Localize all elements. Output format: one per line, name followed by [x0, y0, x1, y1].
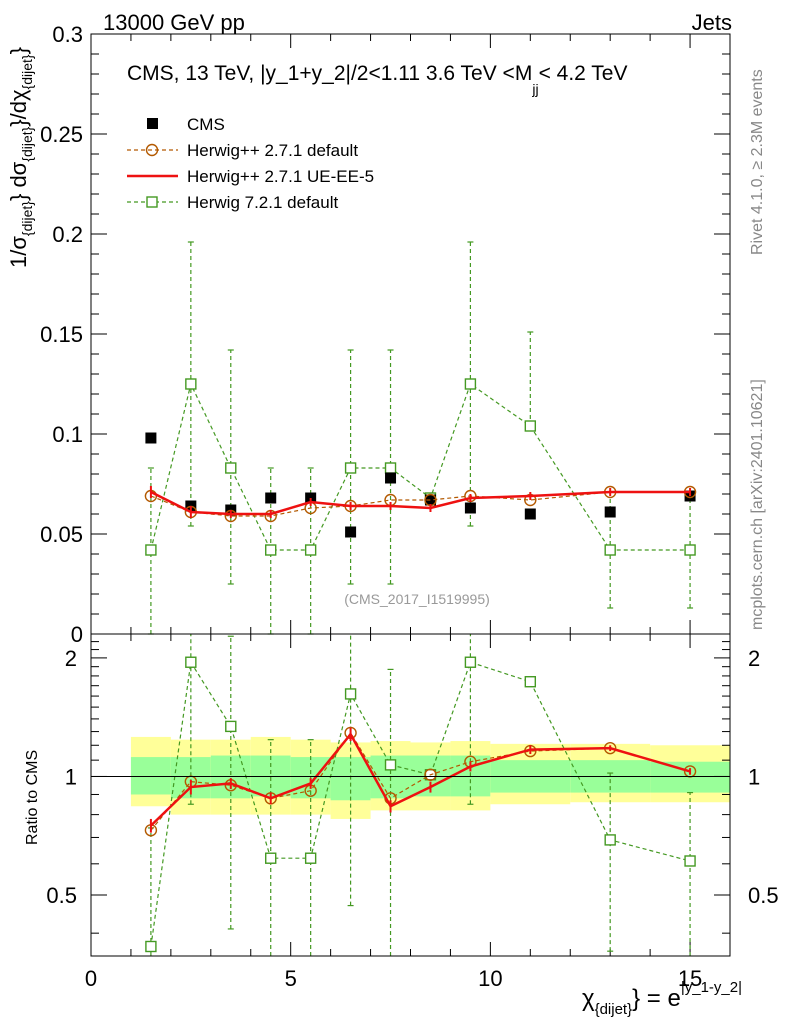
y-tick-label-4: 0.2: [52, 222, 83, 247]
legend-label-herwigpp-ueee5: Herwig++ 2.7.1 UE-EE-5: [187, 167, 374, 186]
y-tick-label-2: 0.1: [52, 422, 83, 447]
y-tick-label-1: 0.05: [40, 522, 83, 547]
ratio-tick-label-right-0: 0.5: [748, 883, 779, 908]
side-label-mcplots: mcplots.cern.ch [arXiv:2401.10621]: [749, 379, 766, 630]
ratio-tick-label-right-1: 1: [748, 764, 760, 789]
legend-label-herwigpp-default: Herwig++ 2.7.1 default: [187, 141, 358, 160]
ratio-axis-label: Ratio to CMS: [24, 750, 41, 845]
herwig7-ratio-line: [150, 660, 691, 947]
herwigpp-ueee5-ratio-line: [150, 732, 691, 827]
legend-marker-herwig7: [146, 196, 158, 208]
herwig7-ratio-marker-6: [384, 759, 397, 771]
cms-data-point-10: [604, 506, 616, 518]
legend-label-cms: CMS: [187, 115, 225, 134]
ratio-plot-frame: [90, 633, 731, 957]
y-tick-label-3: 0.15: [40, 322, 83, 347]
x-axis-label-eq: } = e: [632, 985, 681, 1012]
cms-data-point-7: [424, 494, 436, 506]
legend-entry-herwigpp-default: Herwig++ 2.7.1 default: [127, 141, 358, 160]
cms-data-point-8: [464, 502, 476, 514]
axes-ticks: 0 5 10 15 0 0.05 0.1 0.15 0.2 0.25 0.3 0.5 0.5 1 1 2 2: [40, 22, 778, 991]
data-series: [144, 241, 697, 635]
herwig7-main-marker-4: [304, 544, 317, 556]
cms-data-point-0: [145, 432, 157, 444]
band-green-0: [130, 757, 171, 795]
x-tick-label-3: 15: [678, 966, 702, 991]
cms-data-point-6: [385, 472, 397, 484]
herwig7-main-marker-8: [464, 378, 477, 390]
herwig7-ratio-marker-5: [344, 688, 357, 700]
y-axis-label-s2: {dijet}: [19, 126, 35, 161]
legend-label-herwig7: Herwig 7.2.1 default: [187, 193, 338, 212]
cms-data-point-5: [345, 526, 357, 538]
side-label-rivet: Rivet 4.1.0, ≥ 2.3M events: [749, 69, 766, 255]
herwig7-ratio-marker-3: [265, 852, 277, 864]
herwig7-main-marker-2: [225, 462, 237, 474]
y-axis-label-p2: } dσ: [6, 161, 31, 201]
x-axis-label-sub: {dijet}: [595, 1001, 633, 1018]
header-left: 13000 GeV pp: [103, 10, 245, 35]
herwig7-main-marker-0: [145, 544, 157, 556]
herwigpp-ueee5-main-line: [150, 490, 691, 516]
analysis-id: (CMS_2017_I1519995): [344, 591, 490, 607]
herwig7-ratio-marker-0: [145, 940, 157, 953]
chart-title: CMS, 13 TeV, |y_1+y_2|/2<1.11 3.6 TeV <M…: [127, 62, 628, 97]
herwig7-ratio-marker-2: [225, 720, 237, 733]
herwig7-main-marker-1: [185, 378, 197, 390]
x-tick-label-2: 10: [478, 966, 502, 991]
legend: CMS Herwig++ 2.7.1 default Herwig++ 2.7.…: [127, 115, 374, 212]
x-axis-label: χ{dijet}} = e|y_1-y_2|: [582, 979, 742, 1018]
y-axis-label: 1/σ{dijet}} dσ{dijet}}/dχ{dijet}}: [6, 47, 35, 268]
ratio-tick-label-2: 2: [65, 646, 77, 671]
header-right: Jets: [692, 10, 732, 35]
y-axis-label-p3: }/dχ: [6, 89, 31, 127]
x-tick-label-1: 5: [285, 966, 297, 991]
y-tick-label-5: 0.25: [40, 122, 83, 147]
x-axis-label-main: χ: [582, 985, 595, 1012]
herwigpp-default-ratio-marker-7: [424, 768, 437, 781]
herwigpp-default-ratio-line: [150, 731, 691, 831]
ratio-tick-label-1: 1: [65, 764, 77, 789]
legend-marker-cms: [147, 118, 158, 129]
legend-entry-herwigpp-ueee5: Herwig++ 2.7.1 UE-EE-5: [127, 167, 374, 186]
herwig7-ratio-marker-1: [185, 656, 197, 668]
chart-title-end: < 4.2 TeV: [539, 62, 628, 85]
cms-data-point-9: [524, 508, 536, 520]
herwig7-main-marker-10: [604, 544, 616, 556]
y-axis-label-p1: 1/σ: [6, 236, 31, 268]
y-axis-label-s3: {dijet}: [19, 54, 35, 89]
legend-entry-herwig7: Herwig 7.2.1 default: [127, 193, 338, 212]
chart-title-sub: jj: [531, 81, 538, 97]
herwig7-main-marker-9: [524, 420, 537, 432]
chart-title-main: CMS, 13 TeV, |y_1+y_2|/2<1.11 3.6 TeV <M: [127, 62, 532, 85]
legend-marker-herwigpp-default: [145, 143, 159, 157]
herwig7-main-marker-5: [344, 462, 357, 474]
herwig7-ratio-marker-11: [684, 855, 696, 867]
ratio-tick-label-0: 0.5: [46, 883, 77, 908]
ratio-series: [144, 634, 697, 956]
herwig7-main-marker-6: [384, 462, 397, 474]
herwigpp-default-main-line: [150, 491, 691, 517]
y-axis-label-p4: }: [6, 47, 31, 54]
legend-entry-cms: CMS: [147, 115, 225, 134]
herwig7-ratio-marker-8: [464, 656, 477, 668]
herwig7-main-marker-11: [684, 544, 696, 556]
cms-data-point-3: [265, 492, 277, 504]
ratio-tick-label-right-2: 2: [748, 646, 760, 671]
herwig7-main-line: [150, 382, 691, 551]
y-tick-label-0: 0: [71, 622, 83, 647]
herwig7-ratio-marker-4: [304, 852, 317, 864]
y-tick-label-6: 0.3: [52, 22, 83, 47]
herwig7-ratio-marker-10: [604, 834, 616, 846]
x-axis-label-sup: |y_1-y_2|: [681, 979, 742, 996]
herwig7-ratio-marker-9: [524, 676, 537, 688]
herwig7-main-marker-3: [265, 544, 277, 556]
x-tick-label-0: 0: [85, 966, 97, 991]
y-axis-label-s1: {dijet}: [19, 201, 35, 236]
